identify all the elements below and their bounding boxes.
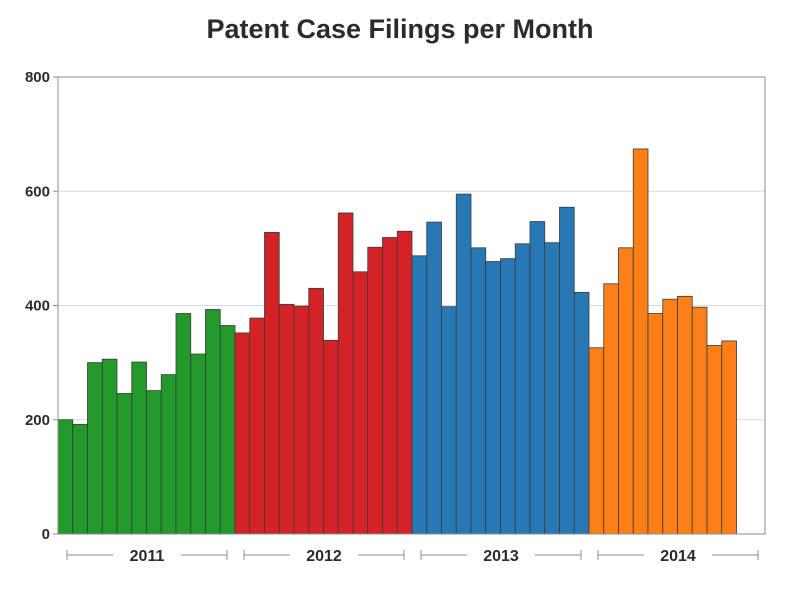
x-group-label: 2014 <box>660 548 696 565</box>
bar <box>323 339 339 535</box>
bar <box>87 362 103 535</box>
bar <box>485 261 501 535</box>
chart-title: Patent Case Filings per Month <box>206 14 594 44</box>
bar <box>219 325 236 535</box>
x-axis-groups: 2011 2012 2013 2014 <box>66 548 759 565</box>
bar <box>662 298 678 535</box>
bar <box>647 313 664 535</box>
bar <box>264 231 280 535</box>
bar <box>293 305 310 535</box>
bar <box>470 247 487 535</box>
bar <box>146 390 162 535</box>
bar <box>721 340 737 535</box>
bar <box>382 237 398 535</box>
bar <box>131 361 147 535</box>
bar <box>411 255 428 535</box>
bar <box>603 283 619 535</box>
y-tick-label: 200 <box>25 412 50 429</box>
bar <box>677 295 693 535</box>
bar <box>337 212 354 535</box>
bar <box>352 271 369 535</box>
bar <box>190 353 206 535</box>
bar <box>588 347 605 535</box>
bar <box>367 246 383 535</box>
bar <box>278 303 295 535</box>
bar <box>249 317 265 535</box>
bar <box>500 258 516 535</box>
bars <box>57 148 737 535</box>
bar <box>116 393 133 535</box>
bar <box>706 345 723 535</box>
bar <box>632 148 649 535</box>
y-axis-ticks: 0 200 400 600 800 <box>25 69 58 543</box>
bar <box>72 423 88 535</box>
bar <box>573 291 590 535</box>
bar <box>426 221 442 535</box>
bar <box>618 247 634 535</box>
x-group-label: 2011 <box>130 548 165 565</box>
y-tick-label: 600 <box>25 183 50 200</box>
bar <box>691 306 708 535</box>
bar <box>175 313 192 535</box>
y-tick-label: 0 <box>42 526 50 543</box>
bar <box>57 419 74 535</box>
bar <box>308 287 324 535</box>
bar <box>160 374 177 535</box>
x-group-label: 2013 <box>483 548 519 565</box>
bar <box>559 206 575 535</box>
bar <box>514 243 531 535</box>
x-group-label: 2012 <box>306 548 342 565</box>
bar <box>529 221 546 535</box>
y-tick-label: 800 <box>25 69 50 86</box>
y-tick-label: 400 <box>25 298 50 315</box>
bar <box>455 193 472 535</box>
bar <box>396 230 413 535</box>
bar <box>544 242 560 535</box>
bar <box>205 309 221 535</box>
bar <box>234 332 251 535</box>
bar <box>101 358 118 535</box>
bar <box>441 306 457 535</box>
